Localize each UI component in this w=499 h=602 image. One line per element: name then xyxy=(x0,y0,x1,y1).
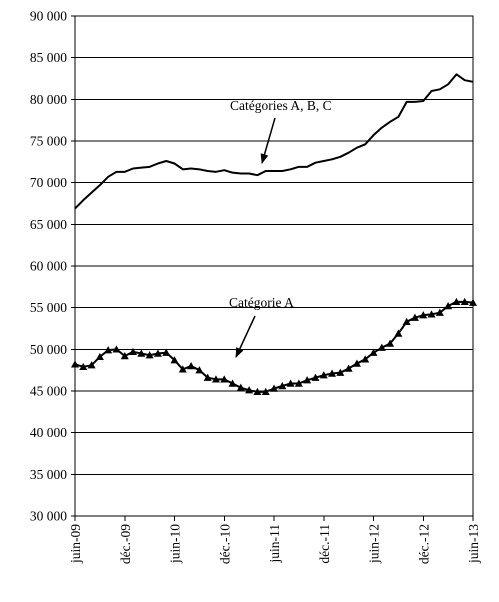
data-point xyxy=(294,379,303,387)
annotation: Catégorie A xyxy=(229,295,294,358)
data-point xyxy=(402,317,411,326)
data-point xyxy=(270,384,278,392)
data-point xyxy=(137,349,146,357)
data-point xyxy=(460,297,469,306)
data-point xyxy=(469,298,477,306)
x-tick-label: juin-13 xyxy=(466,524,481,564)
data-point xyxy=(71,360,79,368)
data-point xyxy=(328,369,337,377)
data-point xyxy=(369,348,378,356)
y-tick-label: 65 000 xyxy=(30,217,67,232)
data-point xyxy=(170,356,179,364)
annotation-arrow xyxy=(260,117,276,164)
series-categorie-a xyxy=(71,297,477,396)
data-point xyxy=(195,366,204,374)
y-tick-label: 80 000 xyxy=(30,92,67,107)
y-tick-label: 50 000 xyxy=(30,342,67,357)
series-categories-abc xyxy=(74,73,474,210)
data-point xyxy=(228,379,237,387)
data-point xyxy=(220,375,229,383)
data-point xyxy=(303,376,312,384)
data-point xyxy=(129,347,138,356)
data-point xyxy=(311,373,320,381)
data-point xyxy=(361,355,370,363)
data-point xyxy=(145,351,154,359)
y-tick-label: 85 000 xyxy=(30,50,67,65)
annotation-label: Catégorie A xyxy=(229,295,294,310)
data-point xyxy=(178,365,187,373)
data-point xyxy=(319,371,328,379)
data-point xyxy=(444,302,453,310)
y-tick-label: 60 000 xyxy=(30,259,67,274)
data-point xyxy=(352,359,361,367)
data-point xyxy=(153,349,162,357)
x-axis: juin-09 déc.-09 juin-10 déc.-10 juin-11 déc.-… xyxy=(68,516,481,564)
y-tick-label: 90 000 xyxy=(30,9,67,24)
y-tick-label: 30 000 xyxy=(30,509,67,524)
series-line xyxy=(74,300,474,393)
x-tick-label: déc.-09 xyxy=(118,524,133,564)
data-point xyxy=(95,352,104,361)
data-point xyxy=(386,339,395,347)
data-point xyxy=(79,362,88,371)
data-point xyxy=(211,375,220,383)
data-point xyxy=(336,368,345,376)
data-point xyxy=(410,313,419,321)
data-point xyxy=(419,311,428,319)
x-tick-label: juin-10 xyxy=(168,524,183,564)
y-tick-label: 45 000 xyxy=(30,384,67,399)
data-point xyxy=(286,379,295,387)
data-point xyxy=(261,387,270,396)
data-point xyxy=(162,348,171,356)
data-point xyxy=(344,364,353,372)
annotation-label: Catégories A, B, C xyxy=(230,98,332,113)
annotation: Catégories A, B, C xyxy=(230,98,332,164)
data-point xyxy=(245,386,254,394)
data-point xyxy=(278,382,287,390)
data-point xyxy=(104,346,113,354)
data-point xyxy=(427,310,436,318)
data-point xyxy=(112,345,121,353)
data-point xyxy=(435,308,444,316)
data-point xyxy=(187,362,196,370)
data-point xyxy=(120,352,129,360)
x-tick-label: juin-11 xyxy=(267,524,282,564)
data-point xyxy=(253,387,262,396)
data-point xyxy=(394,329,403,337)
y-tick-label: 55 000 xyxy=(30,300,67,315)
y-tick-label: 35 000 xyxy=(30,467,67,482)
y-tick-label: 75 000 xyxy=(30,134,67,149)
annotation-arrow xyxy=(235,315,256,358)
x-tick-label: déc.-10 xyxy=(217,524,232,564)
data-point xyxy=(377,343,386,351)
x-tick-label: juin-12 xyxy=(367,524,382,564)
x-tick-label: déc.-12 xyxy=(416,524,431,564)
data-point xyxy=(87,361,96,369)
x-tick-label: juin-09 xyxy=(68,524,83,564)
data-point xyxy=(203,373,212,381)
x-tick-label: déc.-11 xyxy=(317,524,332,564)
y-axis: 30 000 35 000 40 000 45 000 50 000 55 000 60 0… xyxy=(30,9,75,524)
data-point xyxy=(236,383,245,391)
gridlines xyxy=(75,15,473,517)
data-point xyxy=(452,297,461,306)
y-tick-label: 40 000 xyxy=(30,425,67,440)
y-tick-label: 70 000 xyxy=(30,175,67,190)
series-line xyxy=(74,73,474,210)
